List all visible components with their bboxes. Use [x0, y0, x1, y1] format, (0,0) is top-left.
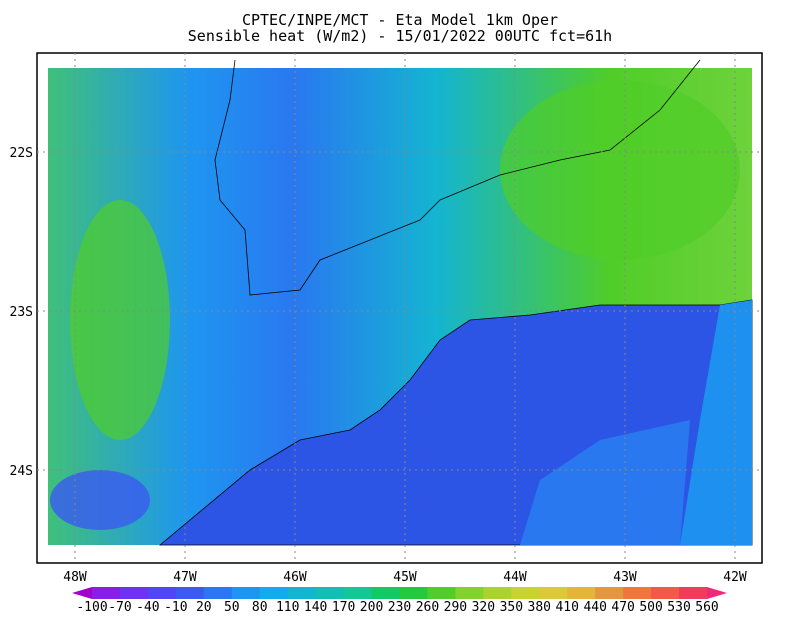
colorbar-box	[259, 587, 289, 599]
colorbar-box	[483, 587, 512, 599]
title: CPTEC/INPE/MCT - Eta Model 1km Oper	[242, 11, 558, 29]
colorbar-box	[175, 587, 205, 599]
colorbar-box	[119, 587, 149, 599]
colorbar-label: 350	[500, 600, 523, 615]
state-border	[214, 59, 701, 296]
colorbar-box	[343, 587, 373, 599]
colorbar-arrow	[707, 587, 727, 599]
colorbar-label: 170	[332, 600, 355, 615]
colorbar-label: -40	[136, 600, 159, 615]
colorbar-label: 320	[472, 600, 495, 615]
colorbar-box	[427, 587, 456, 599]
colorbar-label: 440	[583, 600, 606, 615]
colorbar-label: 140	[304, 600, 327, 615]
colorbar-label: 260	[416, 600, 439, 615]
colorbar-box	[231, 587, 261, 599]
colorbar: -100 -70 -40 -10 20 50 80 110 140 170 200 230 260 290…	[72, 587, 727, 615]
colorbar-box	[651, 587, 680, 599]
colorbar-label: 500	[639, 600, 662, 615]
colorbar-box	[567, 587, 596, 599]
colorbar-label: 530	[667, 600, 690, 615]
colorbar-label: 80	[252, 600, 268, 615]
colorbar-box	[147, 587, 177, 599]
lat-label: 22S	[10, 146, 33, 161]
colorbar-box	[539, 587, 568, 599]
colorbar-label: 230	[388, 600, 411, 615]
colorbar-box	[595, 587, 624, 599]
graticule: 22S 23S 24S 48W 47W 46W 45W 44W 43W 42W	[10, 53, 762, 585]
lon-label: 42W	[723, 570, 747, 585]
lon-label: 48W	[63, 570, 87, 585]
colorbar-label: 200	[360, 600, 383, 615]
colorbar-label: 380	[528, 600, 551, 615]
ocean-band	[520, 420, 690, 545]
colorbar-label: 290	[444, 600, 467, 615]
colorbar-label: 410	[555, 600, 578, 615]
lon-label: 44W	[503, 570, 527, 585]
lon-label: 45W	[393, 570, 417, 585]
colorbar-label: -100	[76, 600, 107, 615]
colorbar-box	[399, 587, 428, 599]
subtitle: Sensible heat (W/m2) - 15/01/2022 00UTC …	[188, 27, 612, 45]
colorbar-box	[455, 587, 484, 599]
colorbar-label: -10	[164, 600, 187, 615]
lon-label: 47W	[173, 570, 197, 585]
ocean-warm	[680, 300, 752, 545]
land-patch	[500, 80, 740, 260]
colorbar-box	[315, 587, 345, 599]
colorbar-box	[203, 587, 233, 599]
colorbar-label: 560	[695, 600, 718, 615]
colorbar-arrow	[72, 587, 92, 599]
lon-label: 43W	[613, 570, 637, 585]
colorbar-label: 20	[196, 600, 212, 615]
land-patch	[70, 200, 170, 440]
colorbar-box	[623, 587, 652, 599]
colorbar-label: -70	[108, 600, 131, 615]
lon-label: 46W	[283, 570, 307, 585]
colorbar-label: 50	[224, 600, 240, 615]
lat-label: 23S	[10, 305, 33, 320]
colorbar-box	[287, 587, 317, 599]
colorbar-box	[371, 587, 400, 599]
colorbar-box	[679, 587, 708, 599]
lat-label: 24S	[10, 464, 33, 479]
colorbar-label: 110	[276, 600, 299, 615]
colorbar-box	[92, 587, 121, 599]
colorbar-box	[511, 587, 540, 599]
colorbar-label: 470	[611, 600, 634, 615]
land-patch	[50, 470, 150, 530]
